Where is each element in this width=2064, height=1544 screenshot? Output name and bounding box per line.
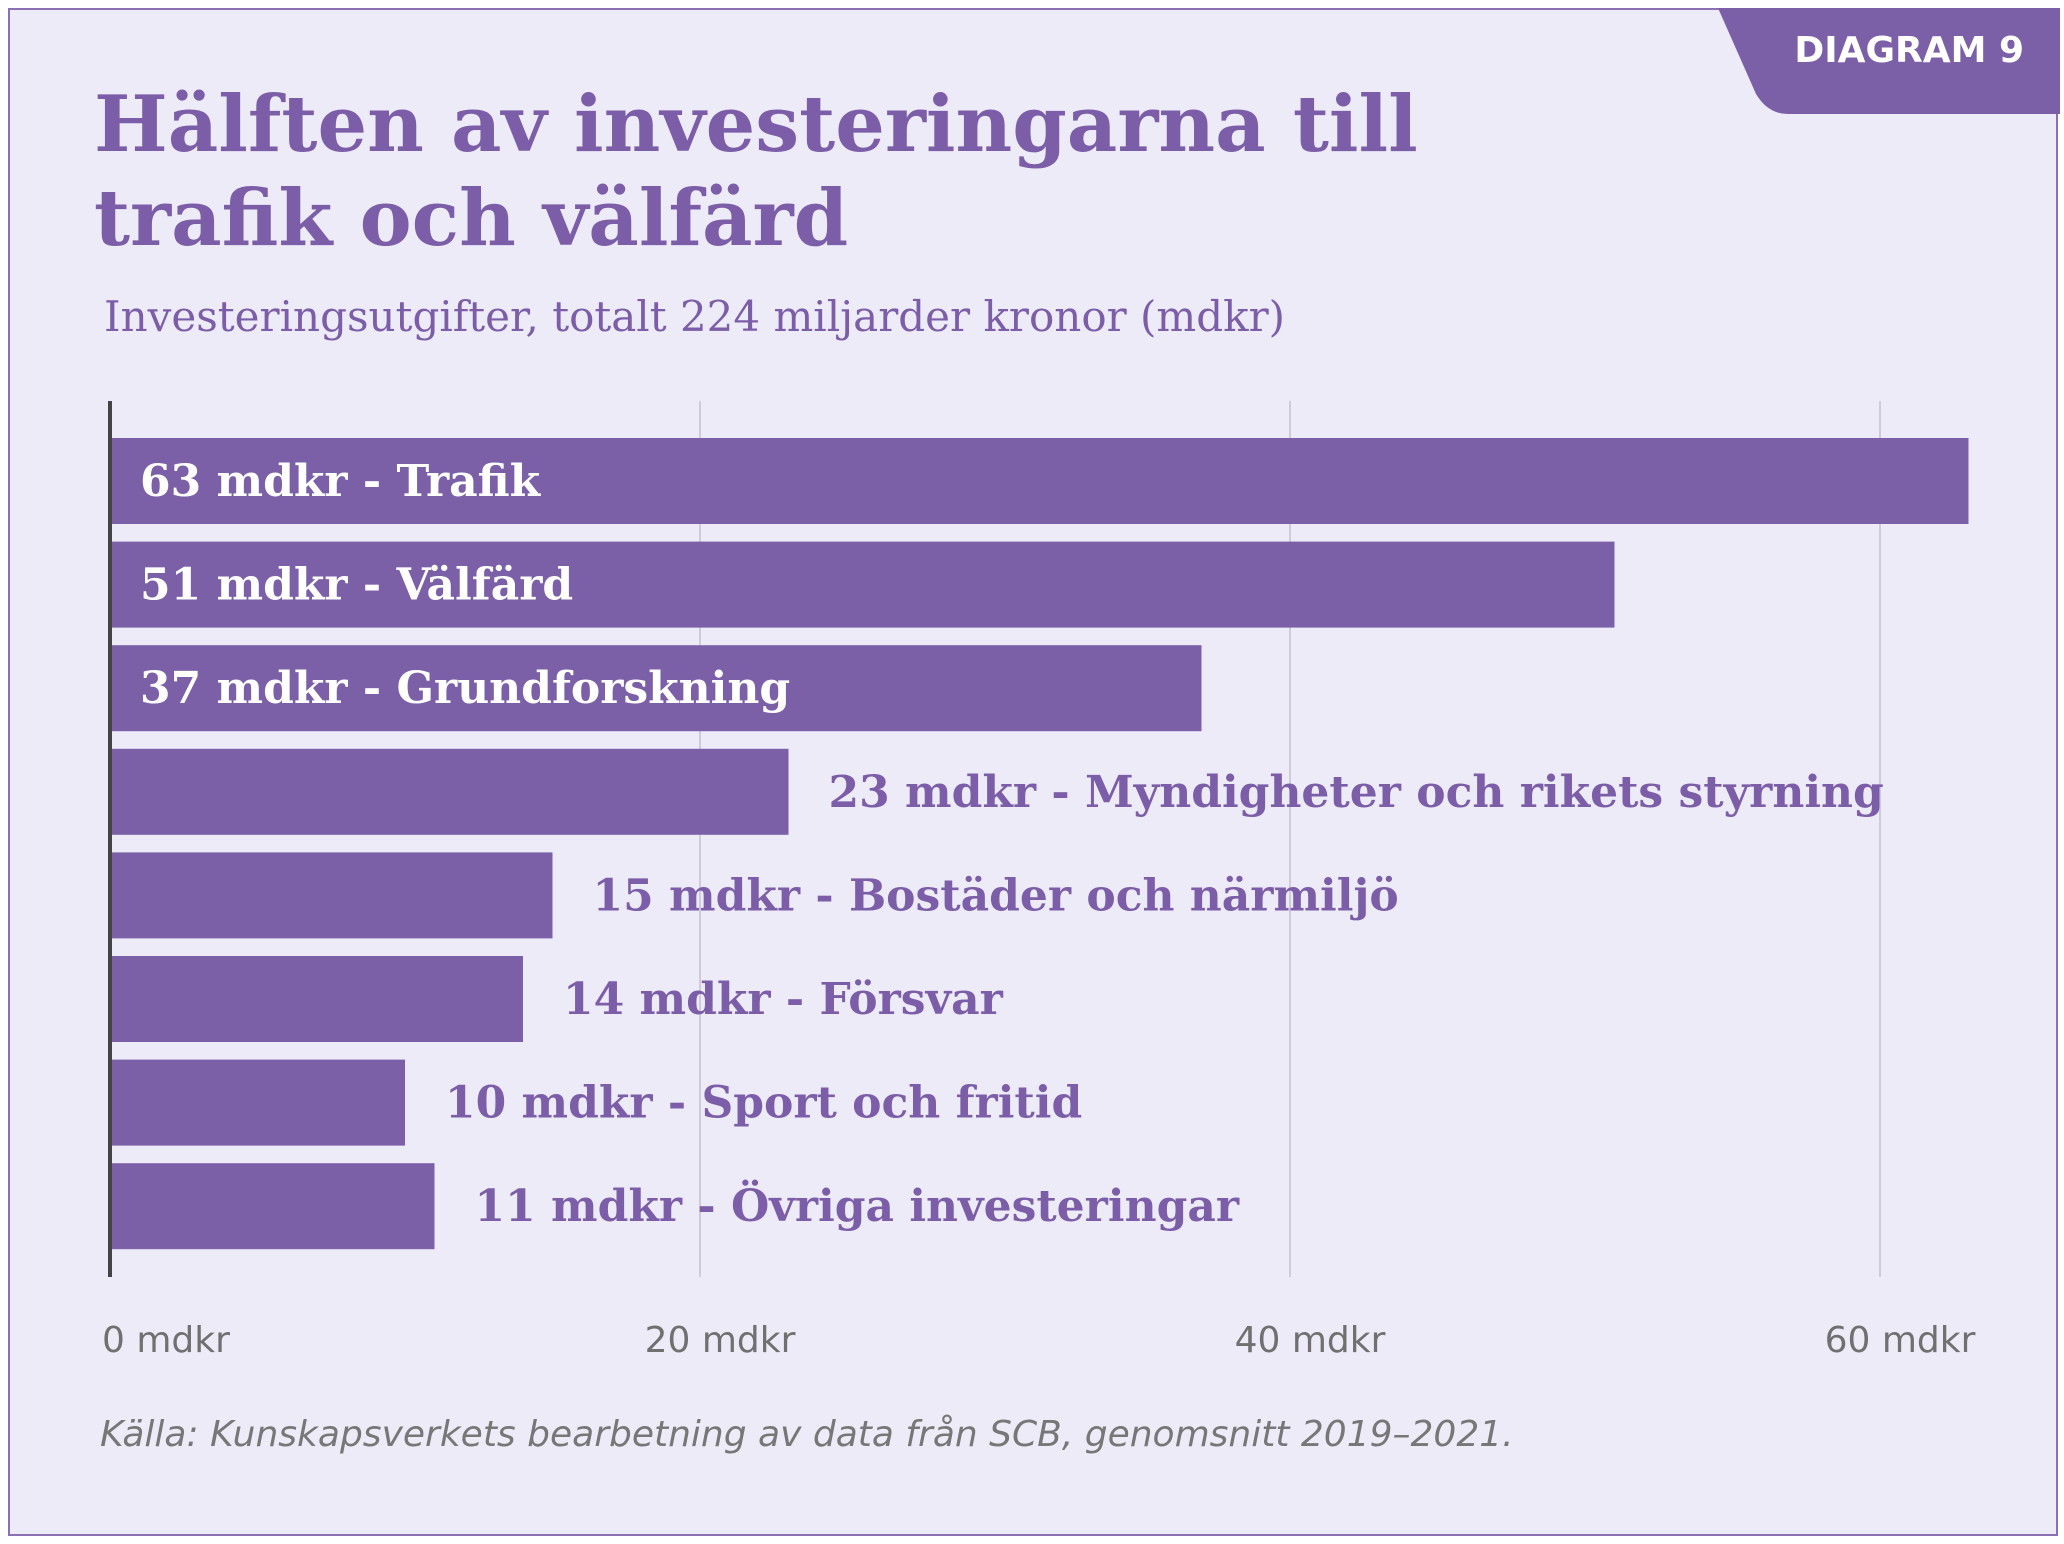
source-note: Källa: Kunskapsverkets bearbetning av da… xyxy=(100,1414,1514,1455)
bar-4 xyxy=(110,748,789,835)
chart-title: Hälften av investeringarna till trafik o… xyxy=(94,79,1418,264)
x-tick-label: 40 mdkr xyxy=(1235,1320,1386,1361)
bar-6 xyxy=(110,956,523,1042)
bar-1 xyxy=(110,438,1969,524)
bar-8 xyxy=(110,1163,435,1250)
x-tick-label: 60 mdkr xyxy=(1825,1320,1976,1361)
x-tick-label: 20 mdkr xyxy=(645,1320,796,1361)
bar-label: 11 mdkr - Övriga investeringar xyxy=(475,1178,1240,1232)
x-tick-label: 0 mdkr xyxy=(102,1320,230,1361)
bar-7 xyxy=(110,1059,405,1146)
chart-subtitle: Investeringsutgifter, totalt 224 miljard… xyxy=(104,292,1286,341)
bar-label: 37 mdkr - Grundforskning xyxy=(140,663,790,714)
bar-5 xyxy=(110,852,553,939)
diagram-badge-label: DIAGRAM 9 xyxy=(1794,30,2024,71)
bar-2 xyxy=(110,541,1615,628)
bar-label: 23 mdkr - Myndigheter och rikets styrnin… xyxy=(829,767,1884,818)
diagram-badge xyxy=(1718,8,2060,114)
bar-label: 10 mdkr - Sport och fritid xyxy=(445,1078,1082,1129)
bar-label: 14 mdkr - Försvar xyxy=(563,974,1004,1025)
bar-label: 51 mdkr - Välfärd xyxy=(140,560,573,611)
bar-3 xyxy=(110,645,1202,732)
bar-label: 15 mdkr - Bostäder och närmiljö xyxy=(593,870,1399,921)
bar-label: 63 mdkr - Trafik xyxy=(140,456,542,507)
